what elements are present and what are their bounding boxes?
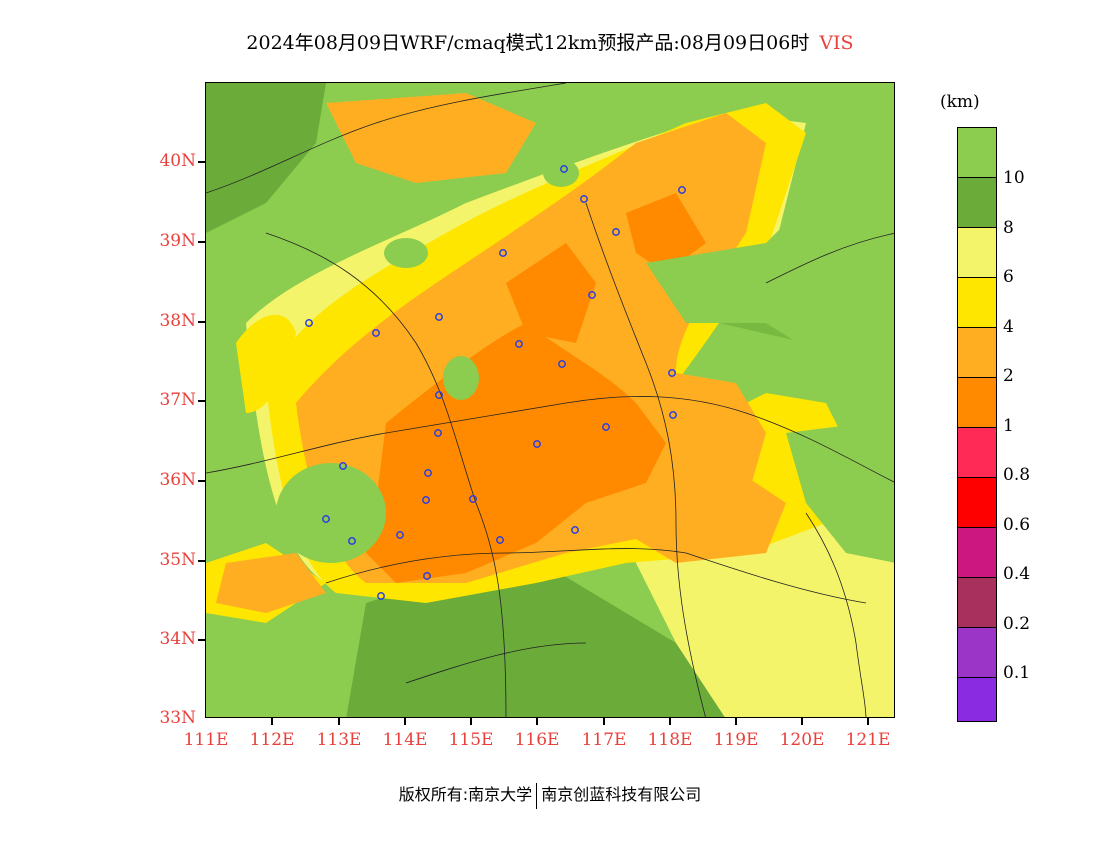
legend-label: 0.1 xyxy=(1003,663,1031,683)
variable-label: VIS xyxy=(819,32,854,54)
lon-tick xyxy=(536,718,538,725)
lon-tick xyxy=(271,718,273,725)
lat-tick xyxy=(198,241,205,243)
lon-label-119e: 119E xyxy=(713,730,759,750)
lon-label-113e: 113E xyxy=(316,730,362,750)
lon-label-116e: 116E xyxy=(514,730,560,750)
lat-label-38n: 38N xyxy=(159,311,196,331)
lon-tick xyxy=(338,718,340,725)
lat-tick xyxy=(198,560,205,562)
copyright-owner: 版权所有:南京大学 xyxy=(398,785,533,804)
lon-label-115e: 115E xyxy=(448,730,494,750)
lat-tick xyxy=(198,321,205,323)
legend-label: 0.4 xyxy=(1003,564,1031,584)
legend-swatch xyxy=(958,328,996,378)
color-legend xyxy=(957,127,997,722)
legend-swatch xyxy=(958,628,996,678)
footer-divider xyxy=(536,782,538,809)
legend-label: 0.8 xyxy=(1003,465,1031,485)
lon-label-120e: 120E xyxy=(779,730,825,750)
lon-tick xyxy=(867,718,869,725)
legend-swatch xyxy=(958,378,996,428)
legend-label: 0.6 xyxy=(1003,515,1031,535)
lon-label-112e: 112E xyxy=(249,730,295,750)
visibility-map xyxy=(206,83,894,717)
lon-label-111e: 111E xyxy=(183,730,229,750)
legend-label: 6 xyxy=(1003,267,1014,287)
lon-label-118e: 118E xyxy=(647,730,693,750)
legend-label: 4 xyxy=(1003,317,1014,337)
legend-swatch xyxy=(958,128,996,178)
map-title: 2024年08月09日WRF/cmaq模式12km预报产品:08月09日06时 V… xyxy=(0,28,1100,55)
lat-tick xyxy=(198,480,205,482)
lon-tick xyxy=(470,718,472,725)
lon-tick xyxy=(735,718,737,725)
lon-tick xyxy=(603,718,605,725)
lat-label-37n: 37N xyxy=(159,390,196,410)
map-plot-area xyxy=(205,82,895,718)
lat-label-39n: 39N xyxy=(159,231,196,251)
legend-unit: (km) xyxy=(940,92,980,112)
lon-label-114e: 114E xyxy=(382,730,428,750)
legend-swatch xyxy=(958,578,996,628)
lat-tick xyxy=(198,400,205,402)
legend-label: 0.2 xyxy=(1003,614,1031,634)
legend-label: 8 xyxy=(1003,218,1014,238)
lat-tick xyxy=(198,161,205,163)
lat-label-35n: 35N xyxy=(159,550,196,570)
legend-swatch xyxy=(958,528,996,578)
legend-swatch xyxy=(958,178,996,228)
legend-label: 10 xyxy=(1003,168,1025,188)
legend-swatch xyxy=(958,428,996,478)
lat-tick xyxy=(198,639,205,641)
title-text: 2024年08月09日WRF/cmaq模式12km预报产品:08月09日06时 xyxy=(246,32,810,54)
lon-label-117e: 117E xyxy=(581,730,627,750)
legend-label: 2 xyxy=(1003,366,1014,386)
legend-swatch xyxy=(958,678,996,721)
lat-label-34n: 34N xyxy=(159,629,196,649)
lon-label-121e: 121E xyxy=(845,730,891,750)
legend-swatch xyxy=(958,278,996,328)
lon-tick xyxy=(404,718,406,725)
lat-label-33n: 33N xyxy=(159,708,196,728)
copyright-company: 南京创蓝科技有限公司 xyxy=(541,785,702,804)
legend-label: 1 xyxy=(1003,416,1014,436)
city-markers xyxy=(305,165,686,600)
lat-label-40n: 40N xyxy=(159,151,196,171)
lat-label-36n: 36N xyxy=(159,470,196,490)
legend-swatch xyxy=(958,228,996,278)
lon-tick xyxy=(801,718,803,725)
legend-swatch xyxy=(958,478,996,528)
lon-tick xyxy=(669,718,671,725)
copyright-footer: 版权所有:南京大学 南京创蓝科技有限公司 xyxy=(0,781,1100,809)
